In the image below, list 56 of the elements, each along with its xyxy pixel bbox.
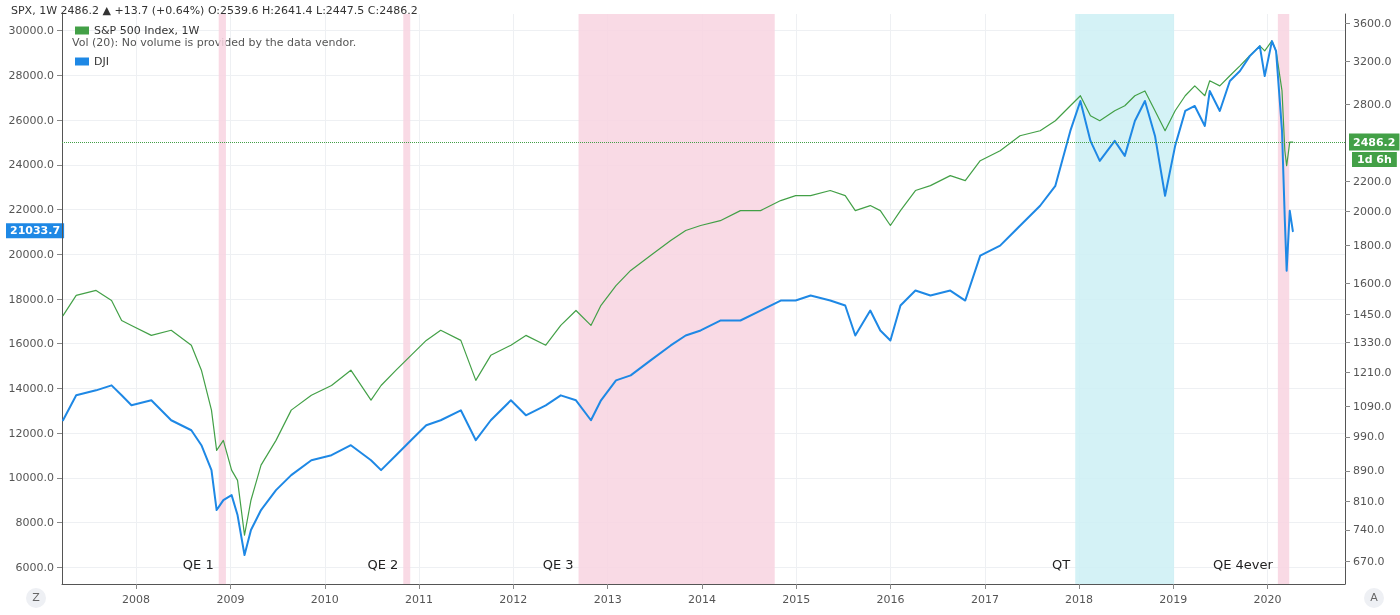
y-tick-label: 12000.0: [8, 426, 54, 440]
y2-tick-label: 3200.0: [1353, 54, 1392, 68]
ref-line-label: 2486.2: [1353, 135, 1396, 149]
y2-tick-label: 670.0: [1353, 555, 1385, 569]
x-tick-label: 2012: [499, 593, 528, 606]
x-tick-label: 2018: [1065, 593, 1094, 606]
z-button: Z: [26, 588, 46, 608]
y2-tick-label: 1600.0: [1353, 276, 1392, 290]
y2-tick-label: 890.0: [1353, 464, 1385, 478]
x-tick-label: 2015: [782, 593, 811, 606]
y2-tick-label: 3600.0: [1353, 17, 1392, 31]
y2-tick-label: 740.0: [1353, 523, 1385, 537]
text: 21033.7: [10, 224, 61, 238]
a-button: A: [1364, 588, 1384, 608]
legend-label: S&P 500 Index, 1W: [94, 24, 200, 37]
y-tick-label: 22000.0: [8, 203, 54, 217]
y2-tick-label: 810.0: [1353, 494, 1385, 508]
band-label: QT: [1052, 557, 1071, 572]
y-tick-label: 10000.0: [8, 471, 54, 485]
chart-title: SPX, 1W 2486.2 ▲ +13.7 (+0.64%) O:2539.6 H:2641.4 L:2447.5 C:2486.2: [11, 4, 418, 17]
y-tick-label: 8000.0: [15, 516, 54, 530]
y-tick-label: 14000.0: [8, 381, 54, 395]
y2-tick-label: 1330.0: [1353, 335, 1392, 349]
x-tick-label: 2008: [122, 593, 151, 606]
y2-tick-label: 2800.0: [1353, 97, 1392, 111]
x-tick-label: 2017: [970, 593, 999, 606]
legend-label: DJI: [94, 55, 109, 68]
text: 1d 6h: [1357, 153, 1392, 167]
band-label: QE 1: [182, 557, 214, 572]
y-tick-label: 16000.0: [8, 337, 54, 351]
y2-tick-label: 2000.0: [1353, 205, 1392, 219]
band-label: QE 3: [542, 557, 574, 572]
y2-tick-label: 990.0: [1353, 430, 1385, 444]
y-tick-label: 20000.0: [8, 247, 54, 261]
x-tick-label: 2010: [310, 593, 339, 606]
x-tick-label: 2019: [1159, 593, 1188, 606]
y-tick-label: 26000.0: [8, 113, 54, 127]
x-tick-label: 2009: [216, 593, 245, 606]
x-tick-label: 2020: [1253, 593, 1282, 606]
y-tick-label: 30000.0: [8, 24, 54, 38]
y-tick-label: 24000.0: [8, 158, 54, 172]
y2-tick-label: 1210.0: [1353, 366, 1392, 380]
x-tick-label: 2016: [876, 593, 905, 606]
y2-tick-label: 1450.0: [1353, 308, 1392, 322]
band-label: QE 2: [367, 557, 399, 572]
x-tick-label: 2014: [687, 593, 716, 606]
y2-tick-label: 2200.0: [1353, 174, 1392, 188]
y2-tick-label: 1800.0: [1353, 238, 1392, 252]
band-label: QE 4ever: [1212, 557, 1274, 572]
y-tick-label: 28000.0: [8, 68, 54, 82]
annotation: Vol (20): No volume is provided by the data vendor.: [72, 36, 357, 49]
y2-tick-label: 1090.0: [1353, 399, 1392, 413]
y-tick-label: 18000.0: [8, 292, 54, 306]
x-tick-label: 2013: [593, 593, 622, 606]
y-tick-label: 6000.0: [15, 560, 54, 574]
x-tick-label: 2011: [405, 593, 434, 606]
